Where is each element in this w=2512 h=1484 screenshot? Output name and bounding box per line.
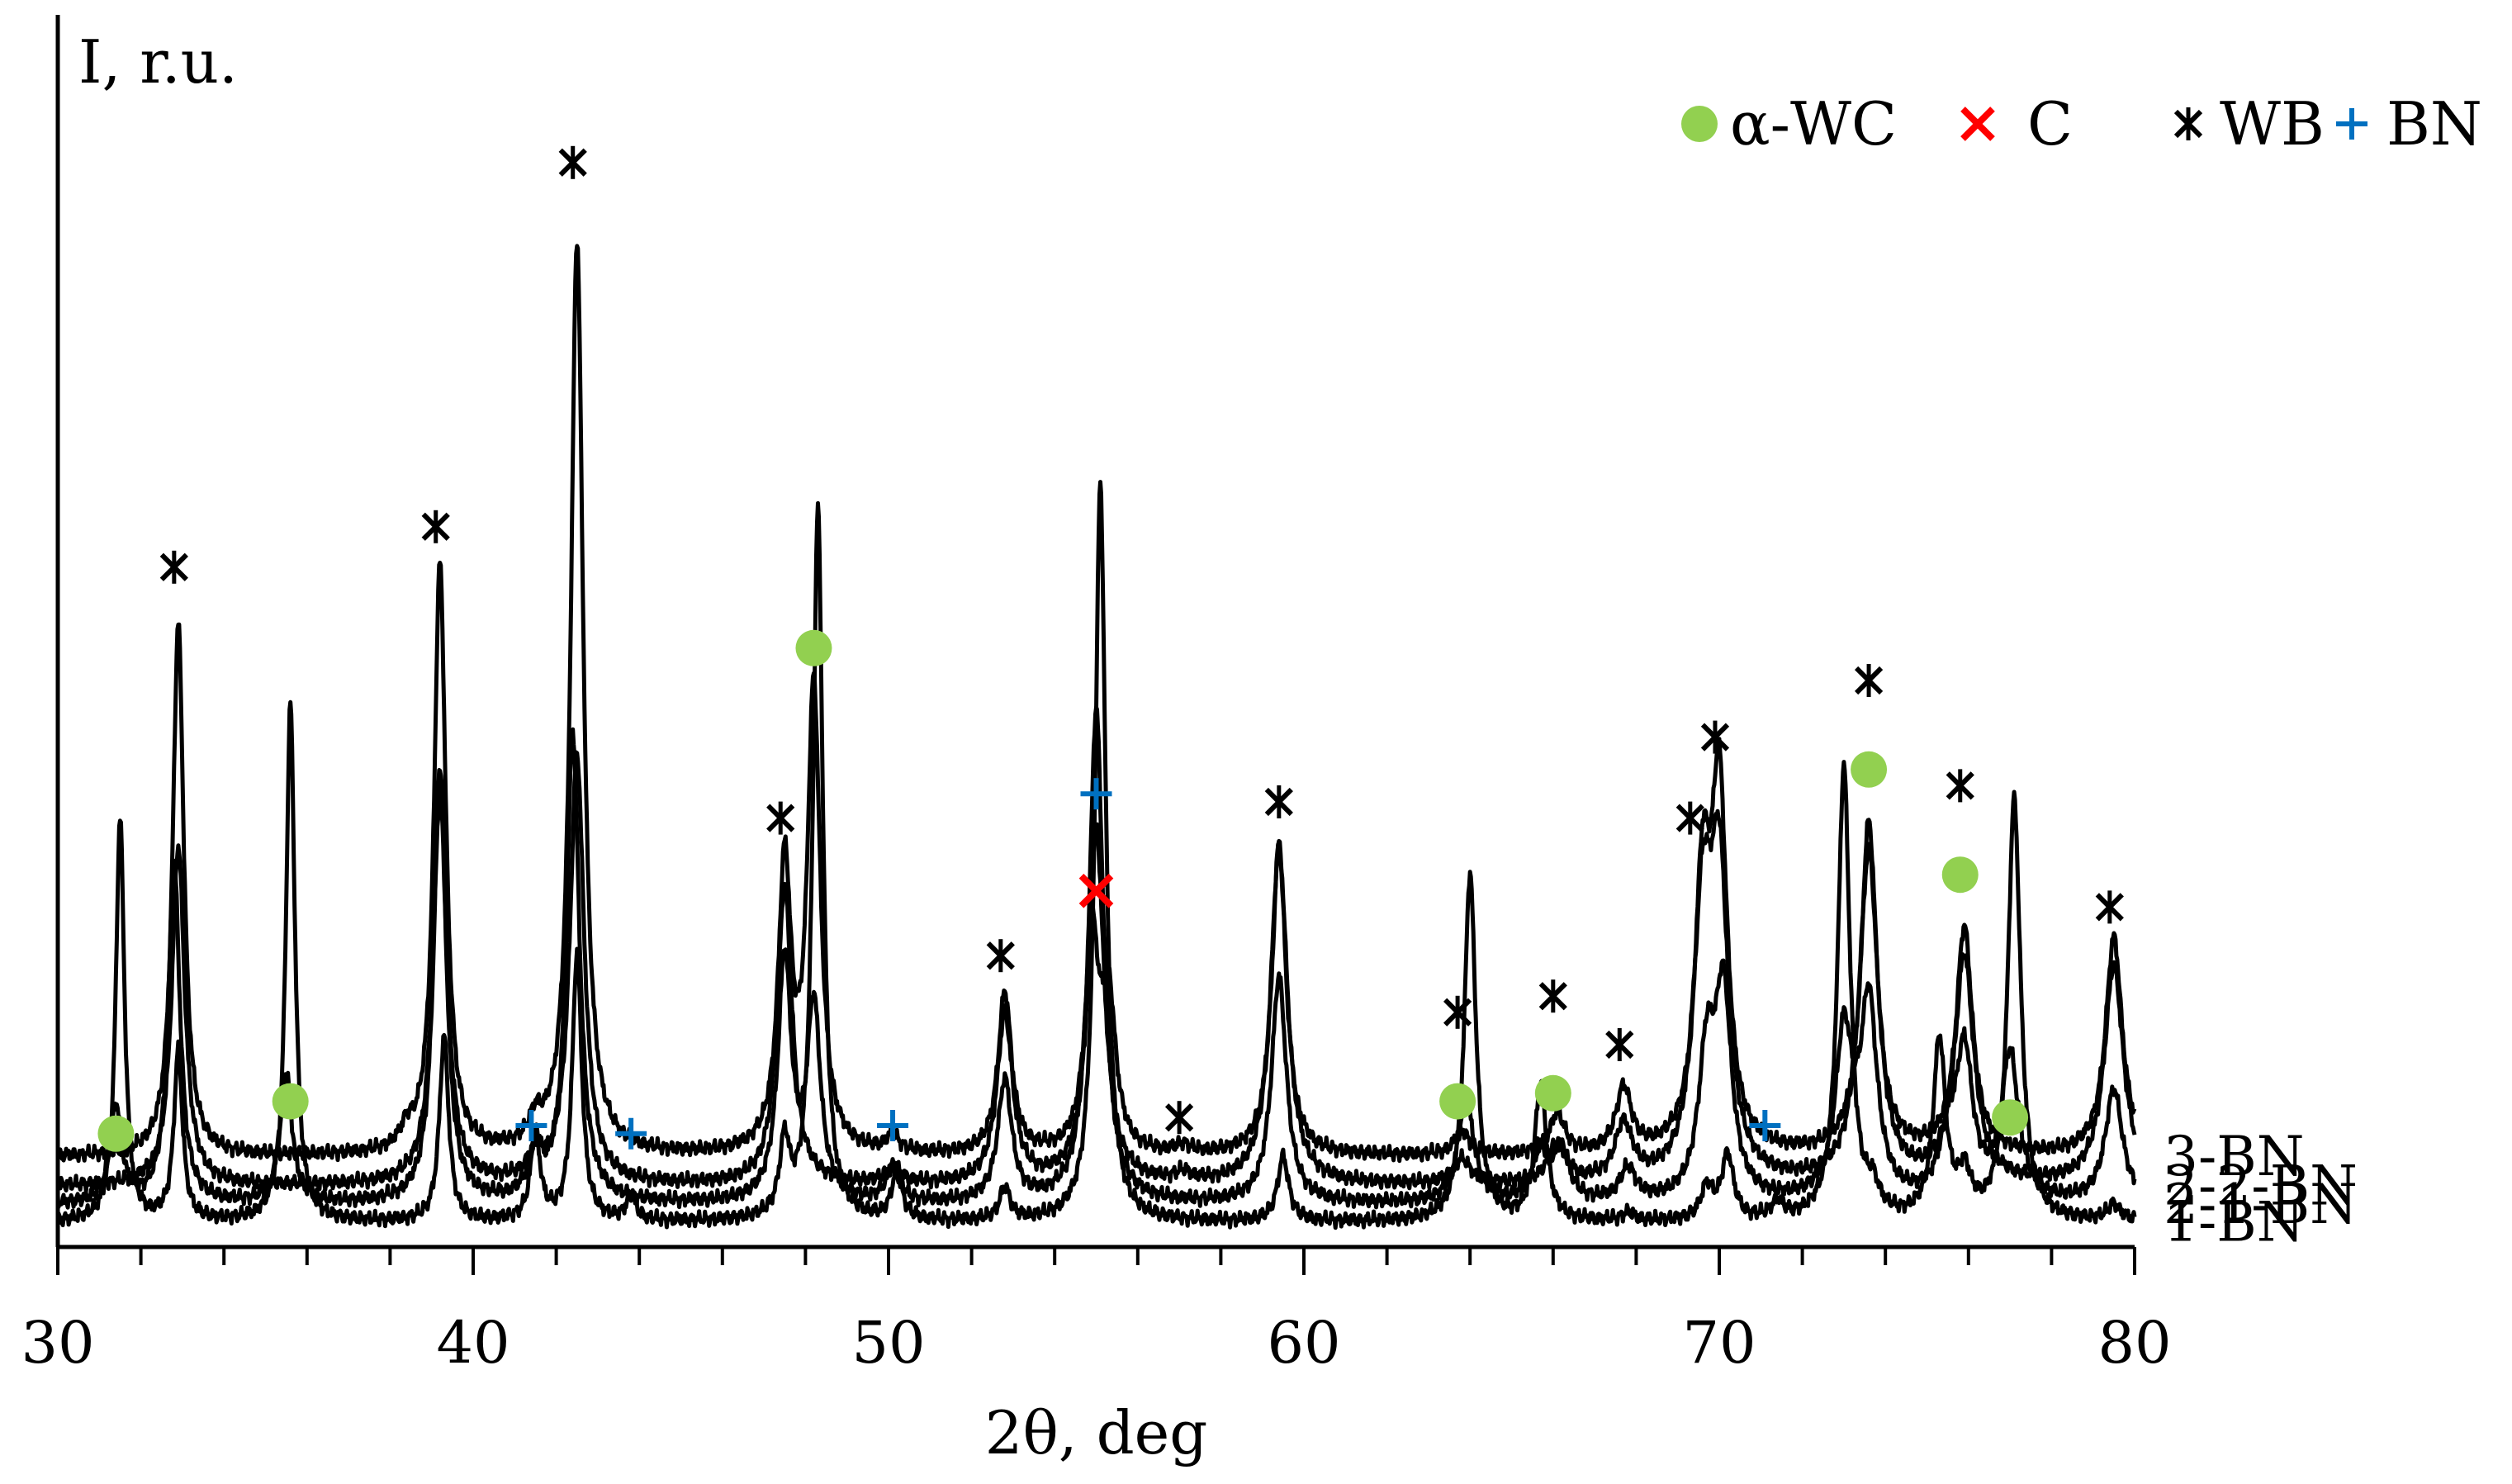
trace-2-1-BN (55, 705, 2137, 1210)
series-traces (55, 244, 2137, 1230)
wb-marker (1264, 785, 1293, 818)
legend-bn-marker (2336, 108, 2367, 140)
legend: α-WC C WB BN (1681, 89, 2482, 159)
wb-marker (1854, 664, 1884, 697)
series-label: 1-BN (2164, 1191, 2305, 1254)
trace-3-BN (55, 244, 2137, 1164)
legend-label-c: C (2027, 89, 2073, 159)
bn-marker (515, 1110, 547, 1141)
wb-marker (558, 145, 587, 179)
y-axis-label: I, r.u. (78, 27, 238, 97)
series-label: 2-1-BN (2164, 1173, 2358, 1236)
wc-marker (1851, 751, 1888, 788)
wb-marker (1443, 995, 1472, 1029)
wb-marker (1946, 769, 1974, 803)
wc-marker (272, 1083, 309, 1120)
wb-marker (1164, 1101, 1194, 1135)
legend-c-marker (1960, 107, 1995, 141)
legend-label-wb: WB (2220, 89, 2325, 159)
wb-marker (421, 510, 450, 543)
wb-marker (2095, 890, 2124, 924)
trace-1-BN (55, 480, 2137, 1230)
legend-wb-marker (2173, 107, 2203, 140)
bn-marker (615, 1117, 647, 1150)
wc-marker (1941, 856, 1979, 894)
x-tick-label: 50 (851, 1309, 925, 1377)
legend-wc-marker (1681, 106, 1718, 142)
x-ticks: 30 40 50 60 70 80 (21, 1247, 2172, 1377)
wc-marker (1534, 1074, 1571, 1112)
wb-marker (766, 801, 795, 835)
phase-markers (97, 145, 2124, 1152)
series-labels: 1-BN2-1-BN2-2-BN3-BN (2164, 1125, 2358, 1254)
wc-marker (1992, 1099, 2029, 1136)
bn-marker (1080, 778, 1112, 810)
x-tick-label: 70 (1682, 1309, 1756, 1377)
wb-marker (159, 550, 188, 584)
c-marker (1078, 873, 1114, 908)
bn-marker (1749, 1110, 1781, 1141)
wc-marker (1439, 1083, 1476, 1120)
x-axis-label: 2θ, deg (985, 1398, 1208, 1467)
wc-marker (97, 1115, 135, 1152)
wc-marker (795, 629, 832, 666)
x-tick-label: 80 (2097, 1309, 2171, 1377)
series-label: 3-BN (2164, 1125, 2305, 1188)
x-tick-label: 40 (436, 1309, 510, 1377)
wb-marker (986, 939, 1015, 973)
legend-label-bn: BN (2386, 89, 2482, 159)
x-tick-label: 30 (21, 1309, 94, 1377)
wb-marker (1605, 1028, 1634, 1061)
x-tick-label: 60 (1267, 1309, 1340, 1377)
trace-2-2-BN (55, 750, 2137, 1193)
wb-marker (1675, 801, 1704, 835)
legend-label-wc: α-WC (1730, 89, 1897, 159)
bn-marker (877, 1110, 909, 1141)
series-label: 2-2-BN (2164, 1154, 2358, 1218)
axes: 30 40 50 60 70 80 (21, 15, 2172, 1377)
wb-marker (1700, 720, 1730, 754)
wb-marker (1538, 979, 1567, 1013)
